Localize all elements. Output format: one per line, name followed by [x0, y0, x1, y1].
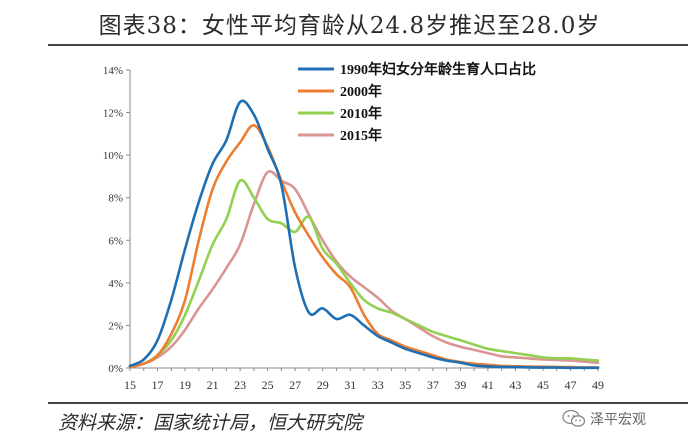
x-tick-label: 41: [482, 378, 494, 392]
y-tick-label: 8%: [108, 193, 123, 205]
x-tick-label: 23: [234, 378, 246, 392]
x-tick-label: 19: [179, 378, 191, 392]
legend-label: 2010年: [340, 105, 382, 122]
y-tick-label: 10%: [103, 150, 123, 162]
series-line-4: [128, 170, 600, 369]
x-tick-label: 15: [124, 378, 136, 392]
x-tick-label: 35: [399, 378, 411, 392]
watermark-text: 泽平宏观: [590, 412, 646, 428]
top-rule: [48, 44, 688, 46]
x-tick-label: 17: [152, 378, 164, 392]
chart-title: 图表38：女性平均育龄从24.8岁推迟至28.0岁: [98, 13, 601, 39]
watermark: 泽平宏观: [562, 409, 646, 429]
y-tick-label: 12%: [103, 108, 123, 120]
x-tick-label: 39: [454, 378, 466, 392]
source-note: 资料来源：国家统计局，恒大研究院: [58, 412, 363, 434]
x-tick-label: 45: [537, 378, 549, 392]
x-tick-label: 29: [317, 378, 329, 392]
series-line-2: [128, 124, 600, 369]
x-tick-label: 27: [289, 378, 301, 392]
bottom-rule: [48, 402, 688, 404]
x-tick-label: 49: [592, 378, 604, 392]
y-tick-label: 6%: [108, 235, 123, 247]
legend-label: 2015年: [340, 127, 382, 144]
series-lines: [128, 99, 600, 370]
wechat-icon: [562, 409, 586, 427]
x-tick-label: 33: [372, 378, 384, 392]
x-tick-label: 31: [344, 378, 356, 392]
legend-label: 2000年: [340, 83, 382, 100]
x-tick-label: 21: [207, 378, 219, 392]
y-tick-label: 2%: [108, 320, 123, 332]
x-tick-label: 43: [509, 378, 521, 392]
x-tick-label: 25: [262, 378, 274, 392]
legend: 1990年妇女分年龄生育人口占比 2000年 2010年 2015年: [298, 61, 536, 144]
y-tick-label: 4%: [108, 278, 123, 290]
y-tick-label: 0%: [108, 363, 123, 375]
x-tick-label: 47: [564, 378, 576, 392]
series-line-1: [128, 99, 600, 370]
legend-label: 1990年妇女分年龄生育人口占比: [340, 61, 536, 78]
series-line-3: [128, 178, 600, 369]
y-tick-label: 14%: [103, 65, 123, 77]
x-tick-label: 37: [427, 378, 439, 392]
